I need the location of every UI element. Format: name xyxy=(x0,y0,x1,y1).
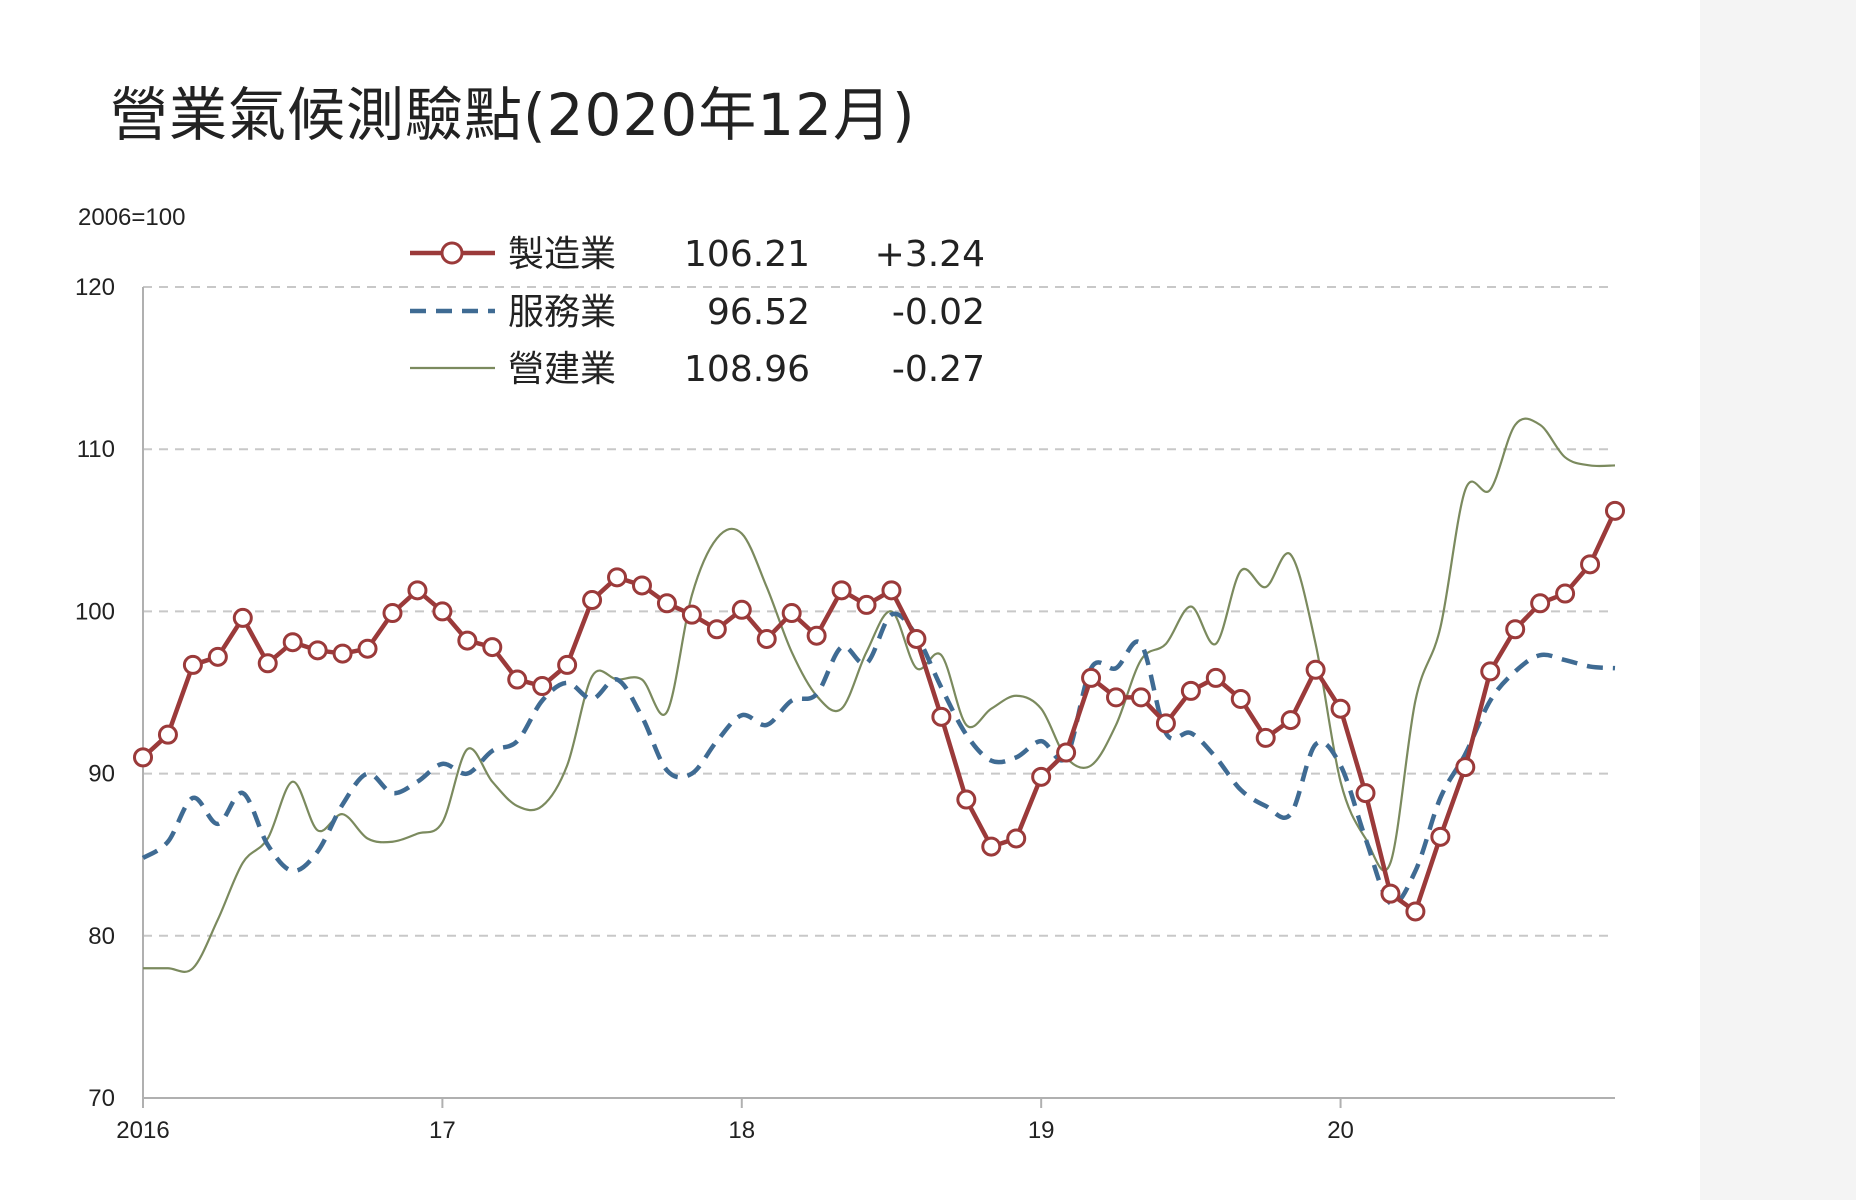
data-point-manufacturing-19 xyxy=(607,567,628,588)
data-point-manufacturing-9 xyxy=(357,638,378,659)
data-point-manufacturing-11 xyxy=(407,580,428,601)
data-point-manufacturing-13 xyxy=(457,630,478,651)
chart-title: 營業氣候測驗點(2020年12月) xyxy=(110,81,916,149)
data-point-manufacturing-3 xyxy=(207,646,228,667)
y-tick-120: 120 xyxy=(75,274,115,301)
data-point-manufacturing-34 xyxy=(981,836,1002,857)
data-point-manufacturing-37 xyxy=(1056,742,1077,763)
data-point-manufacturing-26 xyxy=(781,603,802,624)
data-point-manufacturing-24 xyxy=(731,599,752,620)
data-point-manufacturing-45 xyxy=(1255,727,1276,748)
data-point-manufacturing-51 xyxy=(1405,901,1426,922)
data-point-manufacturing-16 xyxy=(532,676,553,697)
legend-name-0: 製造業 xyxy=(508,234,616,275)
y-tick-90: 90 xyxy=(88,761,115,788)
data-point-manufacturing-8 xyxy=(332,643,353,664)
data-point-manufacturing-23 xyxy=(706,619,727,640)
series-lines xyxy=(133,417,1625,973)
legend-value-1: 96.52 xyxy=(707,292,810,333)
data-point-manufacturing-5 xyxy=(257,653,278,674)
legend-change-2: -0.27 xyxy=(892,349,985,390)
data-point-manufacturing-35 xyxy=(1006,828,1027,849)
chart-frame xyxy=(0,0,1700,1200)
data-point-manufacturing-32 xyxy=(931,706,952,727)
data-point-manufacturing-52 xyxy=(1430,826,1451,847)
data-point-manufacturing-44 xyxy=(1230,688,1251,709)
x-tick-labels: 2016 17 18 19 20 xyxy=(116,1098,1354,1144)
legend-change-1: -0.02 xyxy=(892,292,985,333)
data-point-manufacturing-46 xyxy=(1280,710,1301,731)
data-point-manufacturing-14 xyxy=(482,637,503,658)
data-point-manufacturing-22 xyxy=(681,604,702,625)
data-point-manufacturing-48 xyxy=(1330,698,1351,719)
data-point-manufacturing-50 xyxy=(1380,883,1401,904)
data-point-manufacturing-21 xyxy=(656,593,677,614)
legend-change-0: +3.24 xyxy=(875,234,985,275)
series-line-construction xyxy=(142,417,1616,973)
legend-value-0: 106.21 xyxy=(684,234,810,275)
data-point-manufacturing-41 xyxy=(1155,713,1176,734)
data-point-manufacturing-54 xyxy=(1480,661,1501,682)
data-point-manufacturing-40 xyxy=(1130,687,1151,708)
x-tick-18: 18 xyxy=(728,1117,755,1144)
data-point-manufacturing-15 xyxy=(507,669,528,690)
y-tick-80: 80 xyxy=(88,923,115,950)
data-point-manufacturing-12 xyxy=(432,601,453,622)
data-point-manufacturing-28 xyxy=(831,580,852,601)
data-point-manufacturing-47 xyxy=(1305,659,1326,680)
gridlines xyxy=(143,286,1615,937)
data-point-manufacturing-39 xyxy=(1106,687,1127,708)
data-point-manufacturing-25 xyxy=(756,628,777,649)
data-point-manufacturing-6 xyxy=(282,632,303,653)
data-point-manufacturing-20 xyxy=(631,575,652,596)
data-point-manufacturing-17 xyxy=(557,654,578,675)
data-point-manufacturing-27 xyxy=(806,625,827,646)
page-margin xyxy=(1700,0,1856,1200)
data-point-manufacturing-38 xyxy=(1081,667,1102,688)
data-point-manufacturing-42 xyxy=(1180,680,1201,701)
data-point-manufacturing-43 xyxy=(1205,667,1226,688)
legend: 製造業 106.21 +3.24 服務業 96.52 -0.02 營建業 108.96 -0.2… xyxy=(410,234,985,390)
data-point-manufacturing-33 xyxy=(956,789,977,810)
x-tick-20: 20 xyxy=(1327,1117,1354,1144)
data-point-manufacturing-58 xyxy=(1580,554,1601,575)
y-axis-label: 2006=100 xyxy=(78,204,186,231)
legend-marker-manufacturing xyxy=(440,241,464,265)
axes xyxy=(142,287,1615,1099)
data-point-manufacturing-2 xyxy=(182,654,203,675)
y-tick-100: 100 xyxy=(75,598,115,625)
data-point-manufacturing-29 xyxy=(856,594,877,615)
data-point-manufacturing-59 xyxy=(1605,500,1625,521)
series-line-services xyxy=(141,611,1616,907)
y-tick-labels: 70 80 90 100 110 120 xyxy=(75,274,115,1112)
legend-name-2: 營建業 xyxy=(508,349,616,390)
data-point-manufacturing-18 xyxy=(582,590,603,611)
data-point-manufacturing-0 xyxy=(133,747,153,768)
data-point-manufacturing-4 xyxy=(232,607,253,628)
data-point-manufacturing-49 xyxy=(1355,783,1376,804)
data-point-manufacturing-57 xyxy=(1555,583,1576,604)
data-point-manufacturing-1 xyxy=(157,724,178,745)
data-point-manufacturing-31 xyxy=(906,628,927,649)
legend-value-2: 108.96 xyxy=(684,349,810,390)
y-tick-110: 110 xyxy=(77,436,115,463)
data-point-manufacturing-53 xyxy=(1455,757,1476,778)
data-point-manufacturing-36 xyxy=(1031,766,1052,787)
data-point-manufacturing-7 xyxy=(307,640,328,661)
data-point-manufacturing-55 xyxy=(1505,619,1526,640)
x-tick-17: 17 xyxy=(429,1117,456,1144)
legend-name-1: 服務業 xyxy=(508,292,616,333)
x-tick-2016: 2016 xyxy=(116,1117,169,1144)
data-point-manufacturing-56 xyxy=(1530,593,1551,614)
legend-key-0 xyxy=(410,241,495,265)
x-tick-19: 19 xyxy=(1028,1117,1055,1144)
y-tick-70: 70 xyxy=(88,1085,115,1112)
data-point-manufacturing-10 xyxy=(382,603,403,624)
data-point-manufacturing-30 xyxy=(881,580,902,601)
